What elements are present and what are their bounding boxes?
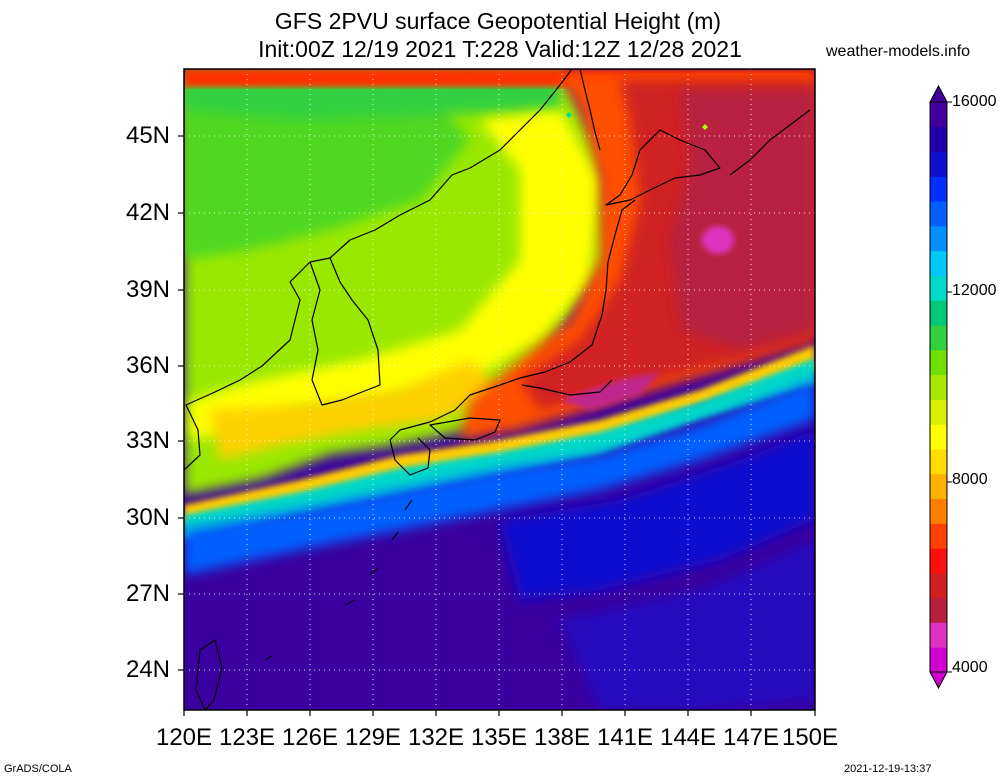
- coastlines: [184, 69, 811, 710]
- lon-label: 126E: [281, 724, 339, 751]
- colorbar-segment: [930, 325, 947, 351]
- colorbar-segment: [930, 597, 947, 623]
- lat-label: 42N: [125, 199, 170, 226]
- colorbar-max-arrow: [929, 84, 948, 103]
- colorbar-segment: [930, 399, 947, 425]
- colorbar-segment: [930, 448, 947, 475]
- colorbar-segment: [930, 548, 947, 574]
- lat-label: 27N: [125, 580, 170, 607]
- colorbar-segment: [930, 424, 947, 450]
- colorbar-segment: [930, 473, 947, 500]
- lat-label: 24N: [125, 656, 170, 683]
- lon-label: 123E: [218, 724, 276, 751]
- field-layer: [184, 69, 815, 710]
- site-label: weather-models.info: [826, 43, 971, 60]
- footer-timestamp: 2021-12-19-13:37: [844, 763, 932, 775]
- lat-label: 33N: [125, 427, 170, 454]
- lat-label: 36N: [125, 352, 170, 379]
- footer-credit: GrADS/COLA: [4, 763, 72, 775]
- colorbar-frame: [929, 101, 948, 673]
- axis-ticks: [178, 135, 816, 716]
- colorbar-segment: [930, 250, 947, 276]
- marker-icon: [702, 124, 708, 130]
- colorbar: [929, 84, 952, 690]
- colorbar-label: 12000: [952, 282, 997, 299]
- lon-label: 147E: [722, 724, 780, 751]
- lon-label: 135E: [470, 724, 528, 751]
- lon-label: 150E: [781, 724, 839, 751]
- colorbar-segment: [930, 126, 947, 153]
- colorbar-segment: [930, 300, 947, 326]
- colorbar-segment: [930, 498, 947, 524]
- lat-label: 30N: [125, 504, 170, 531]
- colorbar-segment: [930, 102, 947, 128]
- lon-label: 120E: [155, 724, 213, 751]
- colorbar-segment: [930, 225, 947, 252]
- lon-label: 138E: [533, 724, 591, 751]
- colorbar-segment: [930, 349, 947, 376]
- lon-label: 129E: [344, 724, 402, 751]
- colorbar-segment: [930, 275, 947, 301]
- colorbar-min-arrow: [929, 671, 948, 690]
- colorbar-segment: [930, 151, 947, 177]
- chart-subtitle: Init:00Z 12/19 2021 T:228 Valid:12Z 12/2…: [258, 36, 742, 62]
- colorbar-segment: [930, 622, 947, 648]
- lat-label: 45N: [125, 122, 170, 149]
- lon-label: 132E: [407, 724, 465, 751]
- lon-label: 144E: [659, 724, 717, 751]
- lat-label: 39N: [125, 276, 170, 303]
- colorbar-segment: [930, 201, 947, 227]
- chart-title: GFS 2PVU surface Geopotential Height (m): [274, 8, 722, 34]
- colorbar-label: 4000: [952, 659, 988, 676]
- lon-label: 141E: [596, 724, 654, 751]
- colorbar-label: 8000: [952, 471, 988, 488]
- colorbar-segment: [930, 647, 947, 673]
- colorbar-segment: [930, 374, 947, 400]
- colorbar-segment: [930, 523, 947, 549]
- graticule: [184, 69, 815, 710]
- colorbar-segment: [930, 572, 947, 599]
- marker-icon: [566, 112, 572, 118]
- colorbar-label: 16000: [952, 93, 997, 110]
- colorbar-segment: [930, 176, 947, 202]
